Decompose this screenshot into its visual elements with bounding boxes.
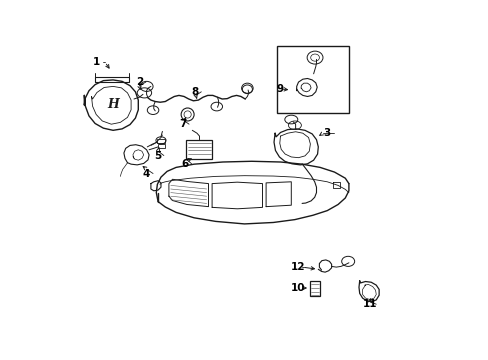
Bar	[158, 144, 164, 148]
Text: 10: 10	[290, 283, 305, 293]
Text: H: H	[107, 98, 119, 111]
Text: 12: 12	[290, 262, 305, 272]
Text: 5: 5	[153, 150, 161, 161]
Text: 7: 7	[179, 119, 186, 129]
Bar	[157, 139, 164, 143]
Text: 4: 4	[142, 168, 150, 179]
Text: 3: 3	[323, 128, 330, 138]
Text: 1: 1	[92, 57, 100, 67]
Bar	[276, 46, 348, 113]
Bar	[309, 281, 320, 296]
Text: 6: 6	[181, 159, 188, 169]
Bar	[186, 140, 212, 159]
Text: 9: 9	[276, 84, 283, 94]
Text: 8: 8	[191, 87, 198, 97]
Text: 11: 11	[362, 299, 376, 309]
Text: 2: 2	[136, 77, 142, 87]
